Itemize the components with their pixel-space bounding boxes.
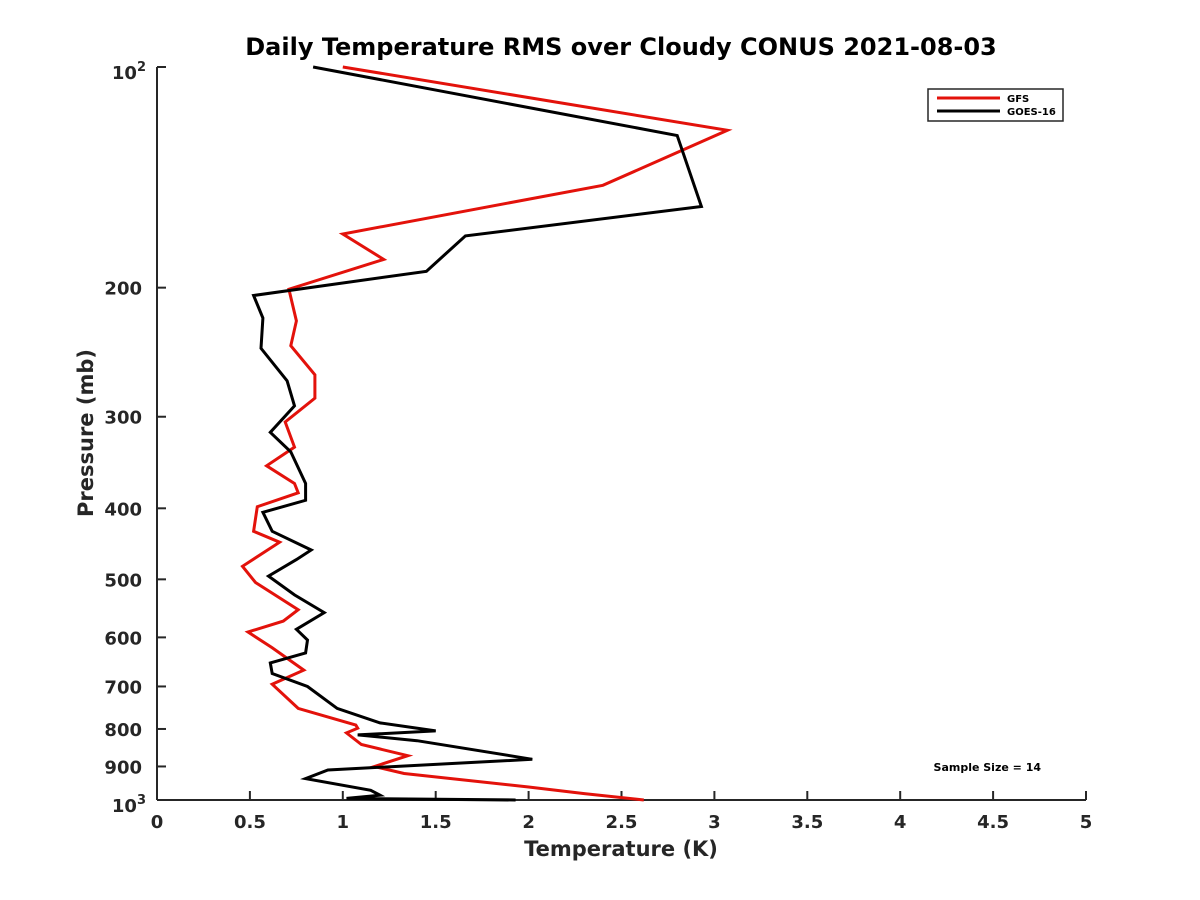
x-tick-label: 3 [708, 812, 721, 833]
x-tick-label: 5 [1080, 812, 1093, 833]
x-tick-label: 0 [151, 812, 164, 833]
legend-box [927, 88, 1064, 122]
x-tick-label: 4.5 [977, 812, 1009, 833]
x-tick-label: 2.5 [606, 812, 638, 833]
x-tick-label: 3.5 [791, 812, 823, 833]
y-tick-label: 900 [104, 757, 142, 778]
y-tick-label: 400 [104, 499, 142, 520]
y-tick-label: 500 [104, 570, 142, 591]
y-tick-label: 102 [112, 60, 146, 84]
x-tick-label: 1.5 [420, 812, 452, 833]
y-tick-label: 600 [104, 628, 142, 649]
x-tick-label: 4 [894, 812, 907, 833]
x-tick-label: 1 [337, 812, 350, 833]
y-tick-label: 200 [104, 279, 142, 300]
y-tick-label: 700 [104, 677, 142, 698]
y-tick-label: 800 [104, 720, 142, 741]
sample-size-annotation: Sample Size = 14 [934, 761, 1042, 774]
legend: GFS GOES-16 [927, 88, 1064, 122]
legend-label: GFS [1007, 94, 1029, 105]
y-tick-label: 103 [112, 793, 146, 817]
x-axis-label: Temperature (K) [524, 837, 718, 861]
y-tick-label: 300 [104, 408, 142, 429]
plot-area: 0 0.5 1 1.5 2 2.5 3 3.5 4 4.5 5 102 200 300 400 500 600 7… [104, 60, 1092, 833]
series-line-goes-16 [251, 65, 704, 802]
legend-label: GOES-16 [1007, 107, 1056, 118]
y-axis-label: Pressure (mb) [74, 349, 98, 517]
x-tick-label: 0.5 [234, 812, 266, 833]
series-line-gfs [240, 65, 733, 802]
x-tick-label: 2 [522, 812, 535, 833]
chart-title: Daily Temperature RMS over Cloudy CONUS … [245, 33, 997, 61]
